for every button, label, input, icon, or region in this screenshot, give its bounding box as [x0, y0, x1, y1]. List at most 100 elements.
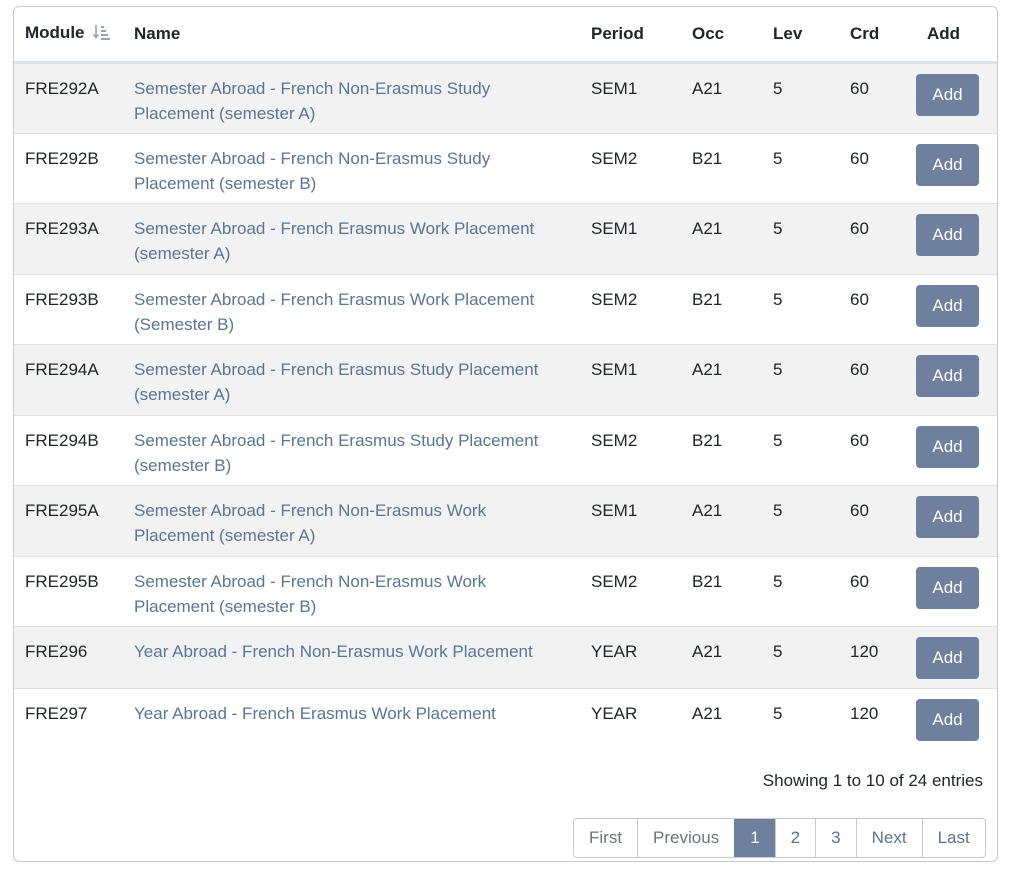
module-code: FRE295A: [14, 485, 123, 557]
table-row: FRE293B Semester Abroad - French Erasmus …: [14, 274, 997, 345]
add-module-button[interactable]: Add: [916, 566, 979, 609]
module-code: FRE294A: [14, 344, 123, 416]
module-name-link[interactable]: Semester Abroad - French Non-Erasmus Wor…: [134, 571, 487, 616]
module-occurrence: A21: [681, 626, 762, 689]
module-credits: 120: [839, 626, 916, 689]
module-name-link[interactable]: Year Abroad - French Non-Erasmus Work Pl…: [134, 642, 533, 661]
module-name: Semester Abroad - French Erasmus Study P…: [123, 415, 580, 486]
column-header-lev[interactable]: Lev: [762, 7, 839, 64]
module-code: FRE292B: [14, 133, 123, 204]
add-module-button[interactable]: Add: [916, 355, 979, 397]
pagination-previous[interactable]: Previous: [637, 819, 734, 857]
module-name: Semester Abroad - French Erasmus Work Pl…: [123, 203, 580, 275]
column-header-module[interactable]: Module: [14, 7, 123, 64]
pagination-next[interactable]: Next: [855, 819, 922, 857]
module-name: Year Abroad - French Non-Erasmus Work Pl…: [123, 626, 580, 689]
module-name-link[interactable]: Semester Abroad - French Non-Erasmus Stu…: [134, 79, 491, 123]
module-period: SEM2: [580, 274, 681, 345]
module-period: SEM1: [580, 62, 681, 134]
module-code: FRE293B: [14, 274, 123, 345]
module-name: Year Abroad - French Erasmus Work Placem…: [123, 689, 580, 751]
module-code: FRE292A: [14, 62, 123, 134]
pagination-page-3[interactable]: 3: [815, 819, 855, 857]
column-header-period[interactable]: Period: [580, 7, 681, 64]
module-occurrence: A21: [692, 704, 723, 723]
column-header-occ[interactable]: Occ: [681, 7, 762, 64]
module-code: FRE296: [14, 626, 123, 689]
add-module-button[interactable]: Add: [916, 74, 979, 116]
module-period: SEM1: [580, 344, 681, 416]
add-module-button[interactable]: Add: [916, 637, 979, 679]
add-module-button[interactable]: Add: [916, 496, 979, 538]
module-period: SEM1: [580, 203, 681, 275]
module-level: 5: [762, 62, 839, 134]
module-period: YEAR: [591, 704, 638, 723]
module-occurrence: A21: [681, 485, 762, 557]
module-period: SEM2: [580, 556, 681, 627]
pagination-last[interactable]: Last: [921, 819, 985, 857]
add-module-button[interactable]: Add: [916, 425, 979, 468]
module-period: YEAR: [580, 626, 681, 689]
table-row: FRE295A Semester Abroad - French Non-Eras…: [14, 485, 997, 557]
module-name-link[interactable]: Semester Abroad - French Non-Erasmus Stu…: [134, 148, 491, 193]
add-module-button[interactable]: Add: [916, 214, 979, 256]
pagination: First Previous 1 2 3 Next Last: [573, 818, 986, 858]
module-code: FRE293A: [14, 203, 123, 275]
table-row: FRE296 Year Abroad - French Non-Erasmus W…: [14, 626, 997, 689]
module-level: 5: [762, 133, 839, 204]
module-level: 5: [762, 556, 839, 627]
add-cell: Add: [916, 556, 997, 627]
add-cell: Add: [916, 626, 997, 689]
module-level: 5: [762, 485, 839, 557]
module-level: 5: [762, 274, 839, 345]
module-occurrence: B21: [681, 556, 762, 627]
sort-amount-down-icon[interactable]: [92, 24, 111, 45]
module-occurrence: A21: [681, 203, 762, 275]
add-cell: Add: [916, 485, 997, 557]
module-occurrence: B21: [681, 415, 762, 486]
module-code: FRE294B: [14, 415, 123, 486]
add-cell: Add: [916, 203, 997, 275]
module-level: 5: [762, 203, 839, 275]
module-period: SEM1: [580, 485, 681, 557]
pagination-first[interactable]: First: [589, 828, 623, 847]
module-name-link[interactable]: Semester Abroad - French Non-Erasmus Wor…: [134, 501, 487, 545]
module-level: 5: [762, 415, 839, 486]
table-row: FRE295B Semester Abroad - French Non-Eras…: [14, 556, 997, 627]
module-occurrence: B21: [681, 274, 762, 345]
column-header-name[interactable]: Name: [123, 7, 580, 64]
module-name: Semester Abroad - French Erasmus Study P…: [123, 344, 580, 416]
add-cell: Add: [916, 344, 997, 416]
table-info: Showing 1 to 10 of 24 entries: [762, 771, 983, 790]
module-name: Semester Abroad - French Erasmus Work Pl…: [123, 274, 580, 345]
module-period: SEM2: [580, 415, 681, 486]
module-occurrence: B21: [681, 133, 762, 204]
pagination-page-2[interactable]: 2: [774, 819, 815, 857]
module-level: 5: [762, 626, 839, 689]
add-module-button[interactable]: Add: [916, 284, 979, 327]
module-code: FRE295B: [14, 556, 123, 627]
add-module-button[interactable]: Add: [916, 699, 979, 741]
module-name: Semester Abroad - French Non-Erasmus Stu…: [123, 133, 580, 204]
module-name-link[interactable]: Semester Abroad - French Erasmus Study P…: [134, 430, 539, 475]
pagination-page-1[interactable]: 1: [734, 819, 775, 857]
modules-table-panel: Module Name Period Occ Lev Crd Add FRE29…: [13, 6, 998, 862]
module-credits: 60: [839, 62, 916, 134]
module-name-link[interactable]: Semester Abroad - French Erasmus Study P…: [134, 360, 539, 404]
module-name-link[interactable]: Semester Abroad - French Erasmus Work Pl…: [134, 289, 535, 334]
add-cell: Add: [916, 689, 997, 751]
module-occurrence: A21: [681, 344, 762, 416]
table-row: FRE297 Year Abroad - French Erasmus Work …: [14, 689, 997, 751]
table-header-row: Module Name Period Occ Lev Crd Add: [14, 7, 997, 64]
module-name: Semester Abroad - French Non-Erasmus Wor…: [123, 485, 580, 557]
table-row: FRE293A Semester Abroad - French Erasmus …: [14, 203, 997, 275]
column-header-crd[interactable]: Crd: [839, 7, 916, 64]
module-credits: 60: [839, 485, 916, 557]
table-row: FRE294B Semester Abroad - French Erasmus …: [14, 415, 997, 486]
module-name-link[interactable]: Semester Abroad - French Erasmus Work Pl…: [134, 219, 535, 263]
module-credits: 60: [839, 415, 916, 486]
module-name-link[interactable]: Year Abroad - French Erasmus Work Placem…: [134, 704, 496, 723]
add-module-button[interactable]: Add: [916, 143, 979, 186]
table-row: FRE294A Semester Abroad - French Erasmus …: [14, 344, 997, 416]
module-occurrence: A21: [681, 62, 762, 134]
